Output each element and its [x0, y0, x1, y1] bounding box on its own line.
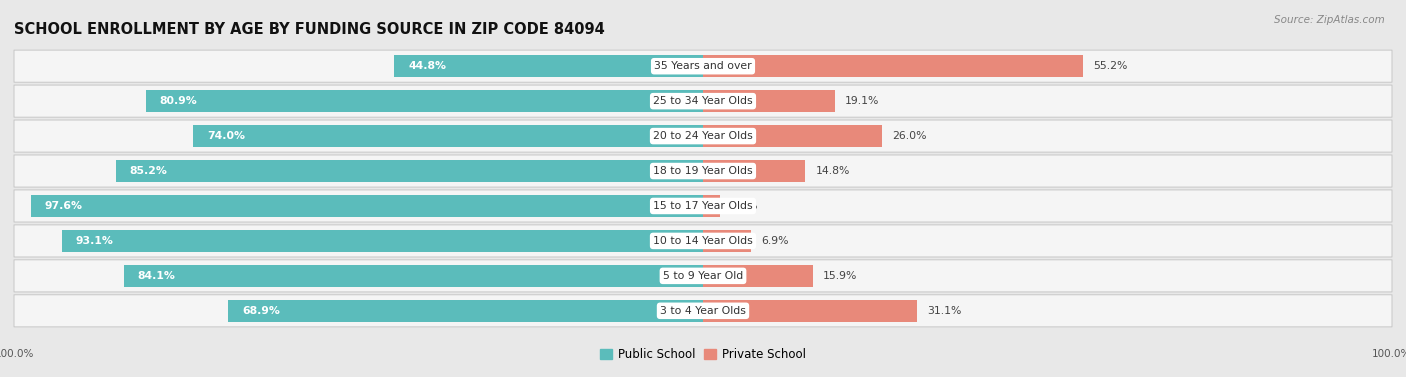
Bar [31, 195, 703, 217]
Text: 85.2%: 85.2% [129, 166, 167, 176]
Text: Source: ZipAtlas.com: Source: ZipAtlas.com [1274, 15, 1385, 25]
Bar [703, 300, 917, 322]
Text: 20 to 24 Year Olds: 20 to 24 Year Olds [654, 131, 752, 141]
Bar [62, 230, 703, 252]
Text: 5 to 9 Year Old: 5 to 9 Year Old [662, 271, 744, 281]
Bar [394, 55, 703, 77]
Bar [193, 125, 703, 147]
FancyBboxPatch shape [14, 225, 1392, 257]
FancyBboxPatch shape [14, 50, 1392, 82]
Bar [146, 90, 703, 112]
Text: 25 to 34 Year Olds: 25 to 34 Year Olds [654, 96, 752, 106]
Text: 55.2%: 55.2% [1094, 61, 1128, 71]
Text: 2.4%: 2.4% [730, 201, 758, 211]
Text: 14.8%: 14.8% [815, 166, 849, 176]
Text: 97.6%: 97.6% [45, 201, 83, 211]
Text: 6.9%: 6.9% [761, 236, 789, 246]
Bar [703, 90, 835, 112]
Text: 74.0%: 74.0% [207, 131, 245, 141]
Text: 10 to 14 Year Olds: 10 to 14 Year Olds [654, 236, 752, 246]
Text: 35 Years and over: 35 Years and over [654, 61, 752, 71]
Text: 15.9%: 15.9% [823, 271, 858, 281]
Bar [117, 160, 703, 182]
FancyBboxPatch shape [14, 85, 1392, 117]
Text: 19.1%: 19.1% [845, 96, 879, 106]
Text: SCHOOL ENROLLMENT BY AGE BY FUNDING SOURCE IN ZIP CODE 84094: SCHOOL ENROLLMENT BY AGE BY FUNDING SOUR… [14, 22, 605, 37]
Bar [703, 230, 751, 252]
Bar [703, 125, 882, 147]
Legend: Public School, Private School: Public School, Private School [595, 343, 811, 366]
Bar [703, 265, 813, 287]
FancyBboxPatch shape [14, 120, 1392, 152]
Text: 84.1%: 84.1% [138, 271, 176, 281]
Text: 3 to 4 Year Olds: 3 to 4 Year Olds [659, 306, 747, 316]
Text: 68.9%: 68.9% [242, 306, 280, 316]
Text: 31.1%: 31.1% [928, 306, 962, 316]
Bar [124, 265, 703, 287]
Text: 18 to 19 Year Olds: 18 to 19 Year Olds [654, 166, 752, 176]
FancyBboxPatch shape [14, 295, 1392, 327]
Bar [703, 160, 806, 182]
Text: 100.0%: 100.0% [0, 349, 34, 359]
FancyBboxPatch shape [14, 190, 1392, 222]
Bar [228, 300, 703, 322]
Bar [703, 55, 1083, 77]
Text: 80.9%: 80.9% [159, 96, 197, 106]
Text: 44.8%: 44.8% [408, 61, 446, 71]
FancyBboxPatch shape [14, 155, 1392, 187]
FancyBboxPatch shape [14, 260, 1392, 292]
Text: 26.0%: 26.0% [893, 131, 927, 141]
Text: 100.0%: 100.0% [1372, 349, 1406, 359]
Text: 15 to 17 Year Olds: 15 to 17 Year Olds [654, 201, 752, 211]
Text: 93.1%: 93.1% [76, 236, 114, 246]
Bar [703, 195, 720, 217]
